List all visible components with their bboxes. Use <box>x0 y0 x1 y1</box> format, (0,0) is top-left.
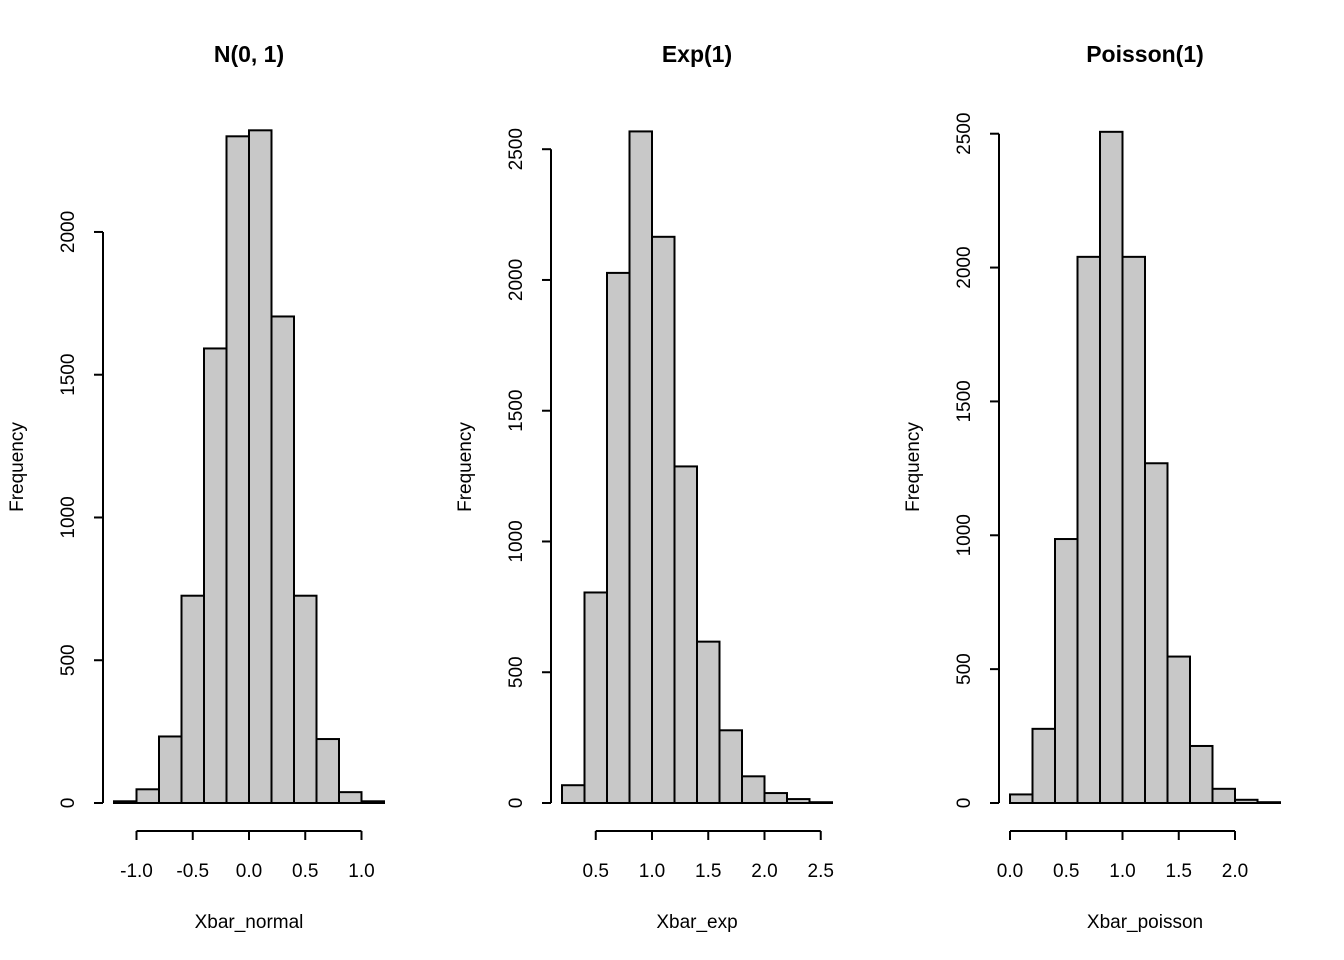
y-tick-label: 1500 <box>506 390 527 432</box>
y-tick-label: 2000 <box>506 259 527 301</box>
histogram-bar <box>786 798 811 805</box>
y-axis-label: Frequency <box>7 422 28 512</box>
histogram-bar <box>1234 798 1259 804</box>
x-tick-label: -1.0 <box>120 861 153 882</box>
x-axis-label: Xbar_poisson <box>1087 912 1203 933</box>
histogram-bar <box>248 129 273 804</box>
histogram-bar <box>763 792 788 805</box>
y-tick-label: 0 <box>58 798 79 809</box>
x-tick-label: -0.5 <box>176 861 209 882</box>
histogram-bar <box>628 130 653 805</box>
histogram-bar <box>1054 538 1079 804</box>
histogram-bar <box>293 594 318 804</box>
histogram-bar <box>1031 727 1056 804</box>
histogram-bar <box>583 591 608 804</box>
histogram-bar <box>808 801 833 805</box>
histogram-bar <box>651 235 676 804</box>
histogram-bar <box>270 315 295 804</box>
panel-normal: N(0, 1) 0 500 1000 1500 2000 -1.0 -0.5 0.0 0.5 1… <box>7 41 385 933</box>
x-axis: -1.0 -0.5 0.0 0.5 1.0 <box>120 830 375 882</box>
y-axis-label: Frequency <box>903 422 924 512</box>
x-axis-label: Xbar_normal <box>195 912 304 933</box>
y-tick-label: 500 <box>58 644 79 676</box>
chart-title: Exp(1) <box>662 41 732 67</box>
bars-group <box>113 129 385 805</box>
histogram-bar <box>673 465 698 804</box>
x-axis: 0.5 1.0 1.5 2.0 2.5 <box>583 830 834 882</box>
histogram-bar <box>113 800 138 804</box>
x-tick-label: 2.0 <box>1222 861 1248 882</box>
histogram-bar <box>561 784 586 804</box>
x-axis: 0.0 0.5 1.0 1.5 2.0 <box>997 830 1248 882</box>
y-axis-label: Frequency <box>455 422 476 512</box>
x-axis-label: Xbar_exp <box>656 912 737 933</box>
histogram-bar <box>1121 255 1146 804</box>
histogram-bar <box>1256 801 1281 804</box>
histogram-bar <box>360 800 385 804</box>
y-tick-label: 1000 <box>506 520 527 562</box>
x-tick-label: 0.5 <box>292 861 318 882</box>
y-tick-label: 2000 <box>954 246 975 288</box>
y-tick-label: 500 <box>506 656 527 688</box>
y-axis: 0 500 1000 1500 2000 <box>58 211 104 809</box>
histogram-bar <box>203 347 228 804</box>
y-axis: 0 500 1000 1500 2000 2500 <box>506 128 552 809</box>
histogram-bar <box>606 271 631 804</box>
histogram-bar <box>1166 655 1191 805</box>
x-tick-label: 0.0 <box>236 861 262 882</box>
y-tick-label: 2500 <box>506 128 527 170</box>
histogram-bar <box>315 738 340 804</box>
y-tick-label: 0 <box>954 798 975 809</box>
y-tick-label: 500 <box>954 653 975 685</box>
chart-title: N(0, 1) <box>214 41 284 67</box>
histogram-bar <box>135 788 160 805</box>
x-tick-label: 0.5 <box>583 861 609 882</box>
x-tick-label: 1.0 <box>1109 861 1135 882</box>
x-tick-label: 2.0 <box>751 861 777 882</box>
x-tick-label: 1.5 <box>1166 861 1192 882</box>
x-tick-label: 1.0 <box>639 861 665 882</box>
y-tick-label: 1500 <box>954 380 975 422</box>
bars-group <box>1009 130 1281 805</box>
y-axis: 0 500 1000 1500 2000 2500 <box>954 113 1000 809</box>
x-tick-label: 1.0 <box>348 861 374 882</box>
histogram-bar <box>718 729 743 804</box>
histogram-bar <box>1189 744 1214 805</box>
histogram-bar <box>696 640 721 804</box>
chart-title: Poisson(1) <box>1086 41 1204 67</box>
histogram-bar <box>1076 255 1101 804</box>
y-tick-label: 1000 <box>954 514 975 556</box>
histogram-bar <box>338 791 363 805</box>
histogram-bar <box>1144 462 1169 804</box>
histogram-bar <box>1009 793 1034 805</box>
histogram-bar <box>158 735 183 804</box>
y-tick-label: 0 <box>506 798 527 809</box>
y-tick-label: 2500 <box>954 113 975 155</box>
y-tick-label: 1500 <box>58 354 79 396</box>
histogram-bar <box>1211 787 1236 805</box>
histogram-bar <box>225 135 250 805</box>
histogram-bar <box>741 775 766 804</box>
x-tick-label: 1.5 <box>695 861 721 882</box>
bars-group <box>561 130 833 805</box>
y-tick-label: 1000 <box>58 496 79 538</box>
panel-exp: Exp(1) 0 500 1000 1500 2000 2500 0.5 1.0 1.5 2.0… <box>455 41 834 933</box>
x-tick-label: 0.5 <box>1053 861 1079 882</box>
histogram-bar <box>1099 130 1124 804</box>
y-tick-label: 2000 <box>58 211 79 253</box>
x-tick-label: 2.5 <box>808 861 834 882</box>
panel-poisson: Poisson(1) 0 500 1000 1500 2000 2500 0.0 0.5 1.… <box>903 41 1281 933</box>
histogram-bar <box>180 594 205 804</box>
x-tick-label: 0.0 <box>997 861 1023 882</box>
